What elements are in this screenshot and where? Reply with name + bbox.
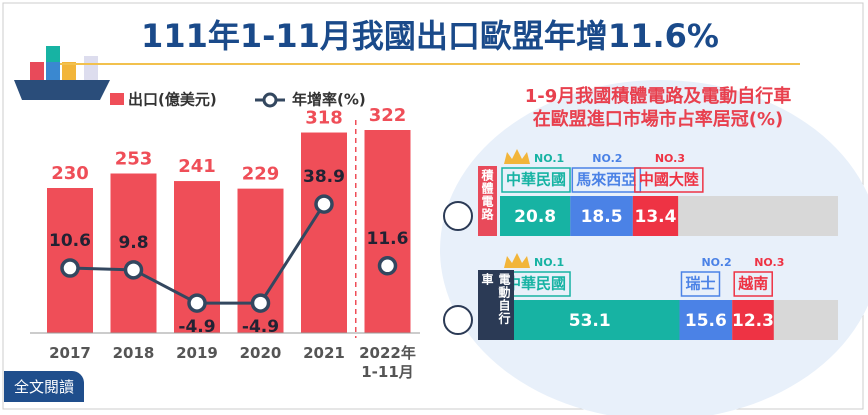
bar-value-label: 241 [178,156,216,177]
country-label: 中國大陸 [639,171,699,189]
legend-marker [262,92,278,108]
ship-icon [14,46,110,100]
segment-value-label: 15.6 [685,311,727,331]
bar [364,130,411,333]
line-marker [123,260,144,280]
chart-title: 1-9月我國積體電路及電動自行車 [525,85,792,107]
x-tick-label: 2020 [239,344,282,362]
crown-icon [504,253,530,268]
map-background [440,80,868,415]
legend-label: 年增率(%) [292,91,366,109]
bar [301,132,347,333]
line-value-label: -4.9 [242,317,279,337]
line-marker [314,194,334,214]
country-box [680,271,721,297]
country-box [733,271,773,297]
bar-value-label: 253 [115,149,153,170]
line-marker [250,293,271,313]
rank-label: NO.2 [701,256,731,269]
bar-segment [500,196,571,236]
bar-value-label: 322 [369,105,407,126]
segment-value-label: 12.3 [732,311,774,331]
bar-segment [632,196,679,236]
line-value-label: 10.6 [49,231,91,251]
chart-title: 在歐盟進口市場市占率居冠(%) [533,108,784,130]
x-tick-label: 2021 [303,344,345,362]
bar [110,173,157,333]
rank-label: NO.3 [655,152,685,165]
bar-segment [570,196,633,236]
row-label: 電動自行車 [478,270,514,340]
line-value-label: 11.6 [367,229,409,249]
segment-value-label: 18.5 [581,207,623,227]
rank-label: NO.1 [534,152,564,165]
bar-value-label: 229 [242,164,280,185]
country-box [501,167,571,193]
country-label: 馬來西亞 [576,171,636,189]
line-marker [60,258,80,278]
line-value-label: 9.8 [118,233,148,253]
rank-label: NO.2 [592,152,622,165]
x-tick-label: 2022年 1-11月 [359,344,416,381]
bar-value-label: 318 [305,108,343,129]
crown-icon [504,149,530,164]
page-title: 111年1-11月我國出口歐盟年增11.6% [141,17,719,55]
country-box [571,167,642,193]
country-label: 瑞士 [685,275,715,293]
x-tick-label: 2018 [112,344,155,362]
country-label: 越南 [737,275,768,293]
bar-segment [500,300,680,340]
x-tick-label: 2019 [176,344,218,362]
line-value-label: 38.9 [303,167,345,187]
rank-label: NO.3 [754,256,784,269]
bar-segment [679,300,733,340]
x-tick-label: 2017 [49,344,91,362]
line-marker [377,256,398,276]
row-label: 積體電路 [478,166,497,236]
legend-label: 出口(億美元) [128,91,217,109]
country-box [634,167,704,193]
bar-segment [732,300,774,340]
segment-value-label: 53.1 [569,311,611,331]
rank-label: NO.1 [534,256,564,269]
read-full-text-button[interactable]: 全文閱讀 [4,371,85,402]
row-icon [443,201,473,231]
line-value-label: -4.9 [178,317,215,337]
line-marker [187,293,207,313]
country-label: 中華民國 [506,275,566,293]
country-label: 中華民國 [506,171,566,189]
segment-value-label: 20.8 [514,207,556,227]
bar-value-label: 230 [51,163,89,184]
segment-value-label: 13.4 [635,207,677,227]
legend-swatch [110,93,124,105]
row-icon [443,305,473,335]
